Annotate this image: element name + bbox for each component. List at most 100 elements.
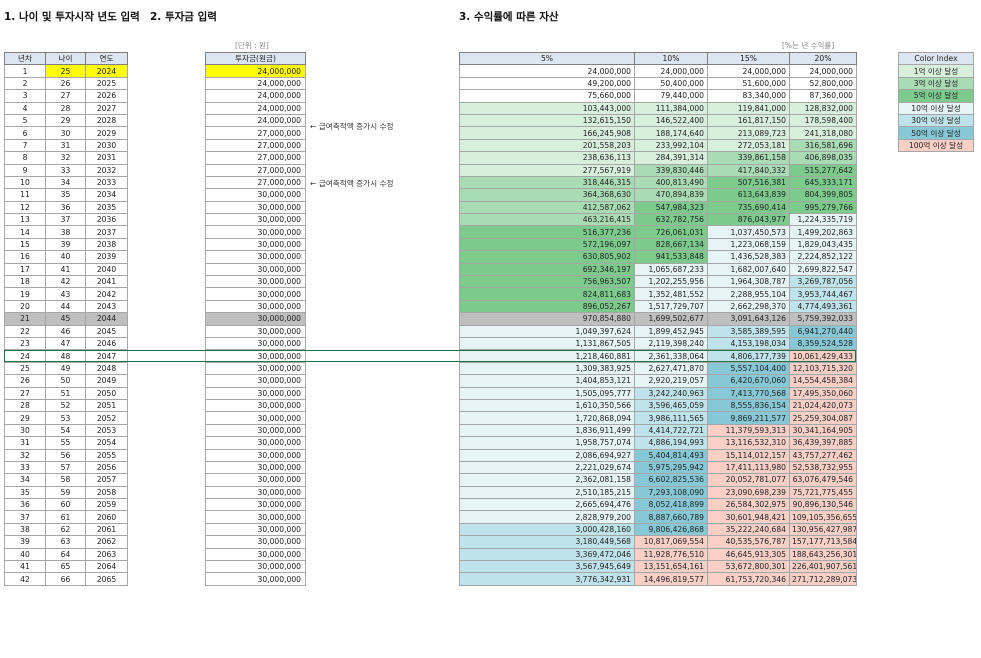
asset-15pct-cell[interactable]: 9,869,211,577 xyxy=(707,411,790,425)
principal-cell[interactable]: 30,000,000 xyxy=(205,572,306,586)
asset-5pct-cell[interactable]: 896,052,267 xyxy=(459,299,635,314)
asset-10pct-cell[interactable]: 3,986,111,565 xyxy=(634,411,708,425)
asset-10pct-cell[interactable]: 828,667,134 xyxy=(634,237,708,252)
asset-10pct-cell[interactable]: 284,391,314 xyxy=(634,151,708,165)
year-num-cell[interactable]: 12 xyxy=(4,200,46,215)
year-cell[interactable]: 2064 xyxy=(85,559,128,574)
asset-20pct-cell[interactable]: 804,399,805 xyxy=(789,188,857,202)
principal-cell[interactable]: 30,000,000 xyxy=(205,213,306,227)
principal-cell[interactable]: 30,000,000 xyxy=(205,522,306,537)
asset-15pct-cell[interactable]: 35,222,240,684 xyxy=(707,522,790,537)
principal-cell[interactable]: 30,000,000 xyxy=(205,398,306,413)
principal-cell[interactable]: 30,000,000 xyxy=(205,312,306,326)
asset-10pct-cell[interactable]: 4,414,722,721 xyxy=(634,423,708,438)
age-cell[interactable]: 25 xyxy=(45,64,86,78)
asset-15pct-cell[interactable]: 213,089,723 xyxy=(707,126,790,140)
age-cell[interactable]: 38 xyxy=(45,225,86,239)
year-num-cell[interactable]: 7 xyxy=(4,138,46,153)
asset-15pct-cell[interactable]: 30,601,948,421 xyxy=(707,510,790,524)
year-num-cell[interactable]: 27 xyxy=(4,386,46,400)
year-cell[interactable]: 2032 xyxy=(85,163,128,177)
asset-15pct-cell[interactable]: 339,861,158 xyxy=(707,151,790,165)
age-cell[interactable]: 61 xyxy=(45,510,86,524)
year-cell[interactable]: 2028 xyxy=(85,113,128,128)
year-cell[interactable]: 2046 xyxy=(85,336,128,351)
asset-10pct-cell[interactable]: 5,975,295,942 xyxy=(634,460,708,475)
year-num-cell[interactable]: 34 xyxy=(4,473,46,487)
year-cell[interactable]: 2058 xyxy=(85,485,128,500)
asset-20pct-cell[interactable]: 30,341,164,905 xyxy=(789,423,857,438)
principal-cell[interactable]: 30,000,000 xyxy=(205,287,306,301)
asset-15pct-cell[interactable]: 876,043,977 xyxy=(707,213,790,227)
asset-10pct-cell[interactable]: 1,065,687,233 xyxy=(634,262,708,277)
age-cell[interactable]: 48 xyxy=(45,349,86,363)
col-header-principal[interactable]: 투자금(원금) xyxy=(205,51,306,66)
asset-20pct-cell[interactable]: 5,759,392,033 xyxy=(789,312,857,326)
asset-15pct-cell[interactable]: 24,000,000 xyxy=(707,64,790,78)
asset-15pct-cell[interactable]: 119,841,000 xyxy=(707,101,790,115)
age-cell[interactable]: 41 xyxy=(45,262,86,277)
asset-20pct-cell[interactable]: 87,360,000 xyxy=(789,89,857,103)
asset-5pct-cell[interactable]: 692,346,197 xyxy=(459,262,635,277)
col-header-rate-10[interactable]: 10% xyxy=(634,51,708,66)
year-cell[interactable]: 2025 xyxy=(85,76,128,91)
asset-20pct-cell[interactable]: 316,581,696 xyxy=(789,138,857,153)
asset-10pct-cell[interactable]: 8,052,418,899 xyxy=(634,498,708,512)
year-num-cell[interactable]: 30 xyxy=(4,423,46,438)
year-cell[interactable]: 2034 xyxy=(85,188,128,202)
asset-20pct-cell[interactable]: 25,259,304,087 xyxy=(789,411,857,425)
asset-20pct-cell[interactable]: 130,956,427,987 xyxy=(789,522,857,537)
principal-cell[interactable]: 30,000,000 xyxy=(205,188,306,202)
asset-20pct-cell[interactable]: 75,721,775,455 xyxy=(789,485,857,500)
age-cell[interactable]: 35 xyxy=(45,188,86,202)
age-cell[interactable]: 26 xyxy=(45,76,86,91)
asset-10pct-cell[interactable]: 188,174,640 xyxy=(634,126,708,140)
year-cell[interactable]: 2053 xyxy=(85,423,128,438)
age-cell[interactable]: 59 xyxy=(45,485,86,500)
col-header-year-num[interactable]: 년차 xyxy=(4,51,46,66)
asset-20pct-cell[interactable]: 157,177,713,584 xyxy=(789,535,857,549)
year-cell[interactable]: 2052 xyxy=(85,411,128,425)
asset-20pct-cell[interactable]: 188,643,256,301 xyxy=(789,547,857,562)
asset-5pct-cell[interactable]: 970,854,880 xyxy=(459,312,635,326)
age-cell[interactable]: 58 xyxy=(45,473,86,487)
year-cell[interactable]: 2035 xyxy=(85,200,128,215)
year-num-cell[interactable]: 8 xyxy=(4,151,46,165)
asset-15pct-cell[interactable]: 15,114,012,157 xyxy=(707,448,790,462)
principal-cell[interactable]: 27,000,000 xyxy=(205,126,306,140)
age-cell[interactable]: 37 xyxy=(45,213,86,227)
asset-20pct-cell[interactable]: 17,495,350,060 xyxy=(789,386,857,400)
age-cell[interactable]: 46 xyxy=(45,324,86,339)
year-num-cell[interactable]: 35 xyxy=(4,485,46,500)
year-cell[interactable]: 2051 xyxy=(85,398,128,413)
principal-cell[interactable]: 30,000,000 xyxy=(205,498,306,512)
asset-20pct-cell[interactable]: 271,712,289,073 xyxy=(789,572,857,586)
asset-20pct-cell[interactable]: 515,277,642 xyxy=(789,163,857,177)
age-cell[interactable]: 54 xyxy=(45,423,86,438)
col-header-rate-5[interactable]: 5% xyxy=(459,51,635,66)
asset-5pct-cell[interactable]: 2,362,081,158 xyxy=(459,473,635,487)
asset-20pct-cell[interactable]: 12,103,715,320 xyxy=(789,361,857,376)
asset-10pct-cell[interactable]: 24,000,000 xyxy=(634,64,708,78)
asset-10pct-cell[interactable]: 233,992,104 xyxy=(634,138,708,153)
asset-15pct-cell[interactable]: 507,516,381 xyxy=(707,175,790,190)
year-num-cell[interactable]: 6 xyxy=(4,126,46,140)
age-cell[interactable]: 42 xyxy=(45,275,86,289)
age-cell[interactable]: 29 xyxy=(45,113,86,128)
asset-10pct-cell[interactable]: 2,361,338,064 xyxy=(634,349,708,363)
asset-20pct-cell[interactable]: 178,598,400 xyxy=(789,113,857,128)
asset-5pct-cell[interactable]: 277,567,919 xyxy=(459,163,635,177)
asset-15pct-cell[interactable]: 11,379,593,313 xyxy=(707,423,790,438)
asset-10pct-cell[interactable]: 1,517,729,707 xyxy=(634,299,708,314)
age-cell[interactable]: 52 xyxy=(45,398,86,413)
asset-5pct-cell[interactable]: 1,131,867,505 xyxy=(459,336,635,351)
age-cell[interactable]: 28 xyxy=(45,101,86,115)
asset-15pct-cell[interactable]: 4,153,198,034 xyxy=(707,336,790,351)
principal-cell[interactable]: 30,000,000 xyxy=(205,423,306,438)
asset-10pct-cell[interactable]: 547,984,323 xyxy=(634,200,708,215)
age-cell[interactable]: 62 xyxy=(45,522,86,537)
asset-5pct-cell[interactable]: 1,218,460,881 xyxy=(459,349,635,363)
asset-10pct-cell[interactable]: 400,813,490 xyxy=(634,175,708,190)
year-cell[interactable]: 2040 xyxy=(85,262,128,277)
asset-10pct-cell[interactable]: 1,899,452,945 xyxy=(634,324,708,339)
